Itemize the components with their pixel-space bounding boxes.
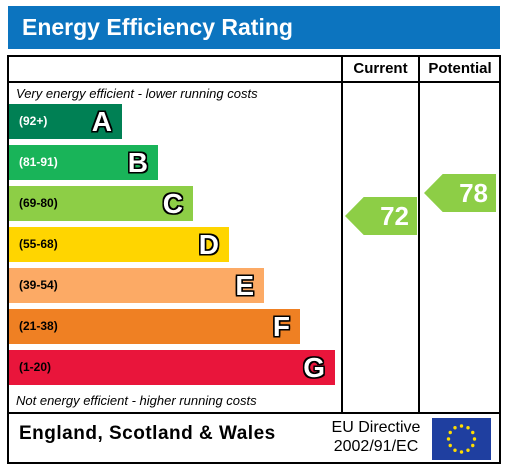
potential-rating-value: 78 <box>459 178 488 208</box>
band-letter: C <box>162 188 183 219</box>
band-f: (21-38) F <box>9 309 300 344</box>
eu-star-icon <box>448 443 452 448</box>
band-range: (69-80) <box>19 196 58 210</box>
band-range: (1-20) <box>19 360 52 374</box>
directive-line-1: EU Directive <box>331 419 421 436</box>
column-header-potential: Potential <box>428 60 492 77</box>
band-c: (69-80) C <box>9 186 193 221</box>
eu-star-icon <box>459 450 464 454</box>
chart-frame <box>7 55 501 464</box>
eu-star-icon <box>453 448 457 452</box>
current-rating-value: 72 <box>380 201 409 231</box>
band-letter: F <box>272 311 290 342</box>
band-letter: B <box>127 147 148 178</box>
footer-divider <box>7 412 501 414</box>
eu-star-icon <box>472 437 477 441</box>
page-title: Energy Efficiency Rating <box>8 6 500 49</box>
footer-region: England, Scotland & Wales <box>19 423 276 444</box>
directive-line-2: 2002/91/EC <box>333 438 419 455</box>
column-header-current: Current <box>353 60 408 77</box>
eu-star-icon <box>471 443 475 448</box>
eu-star-icon <box>471 430 475 435</box>
eu-star-icon <box>459 424 464 428</box>
eu-star-icon <box>448 430 452 435</box>
band-letter: G <box>303 352 325 383</box>
band-range: (92+) <box>19 114 48 128</box>
band-letter: A <box>91 106 112 137</box>
band-range: (55-68) <box>19 237 58 251</box>
eu-directive: EU Directive 2002/91/EC <box>326 418 426 456</box>
band-e: (39-54) E <box>9 268 264 303</box>
band-range: (21-38) <box>19 319 58 333</box>
eu-flag-icon <box>432 418 491 460</box>
title-text: Energy Efficiency Rating <box>22 14 293 40</box>
band-d: (55-68) D <box>9 227 229 262</box>
eu-star-icon <box>466 426 470 430</box>
eu-star-icon <box>446 437 451 441</box>
band-letter: D <box>198 229 219 260</box>
band-b: (81-91) B <box>9 145 158 180</box>
header-divider <box>7 81 501 83</box>
band-g: (1-20) G <box>9 350 335 385</box>
column-divider-potential <box>418 55 420 413</box>
column-divider-current <box>341 55 343 413</box>
band-a: (92+) A <box>9 104 122 139</box>
band-range: (81-91) <box>19 155 58 169</box>
eu-star-icon <box>453 426 457 430</box>
caption-top: Very energy efficient - lower running co… <box>16 86 258 101</box>
band-range: (39-54) <box>19 278 58 292</box>
caption-bottom: Not energy efficient - higher running co… <box>16 393 257 408</box>
eu-star-icon <box>466 448 470 452</box>
band-letter: E <box>235 270 254 301</box>
